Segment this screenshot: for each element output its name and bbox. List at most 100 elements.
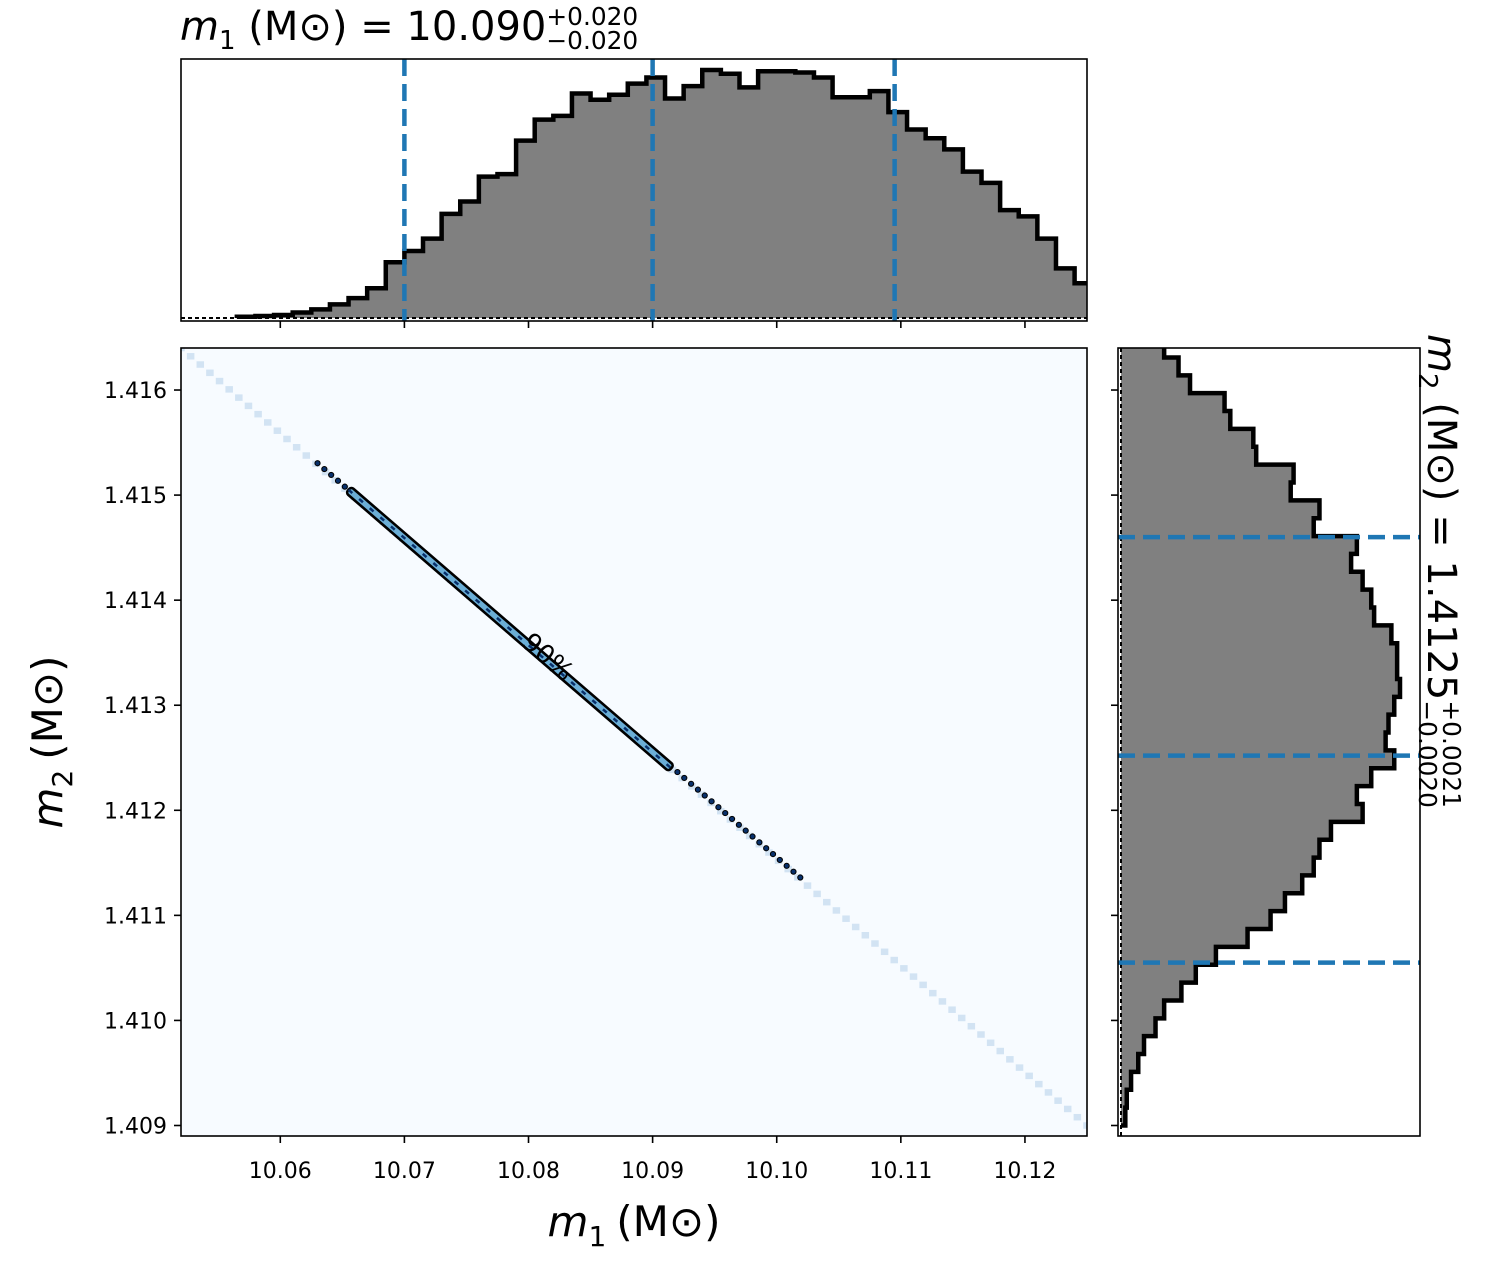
contour-blob: [674, 768, 681, 776]
histogram-bar: [1121, 768, 1372, 787]
histogram-bar: [646, 77, 666, 318]
marginal-m1-ticks: [279, 321, 1026, 328]
histogram-bar: [1121, 518, 1314, 537]
histogram-bar: [1121, 839, 1320, 859]
heatmap-cell: [668, 766, 677, 774]
heatmap-cell: [254, 410, 262, 418]
histogram-bar: [478, 176, 498, 318]
histogram-bar: [1121, 250, 1127, 268]
histogram-bar: [1121, 553, 1352, 573]
heatmap-cell: [880, 948, 889, 956]
histogram-bar: [404, 251, 424, 318]
histogram-bar: [311, 309, 331, 318]
heatmap-cell: [1015, 1064, 1024, 1071]
histogram-bar: [1121, 857, 1314, 876]
joint-y-axis: 1.409 1.410 1.411 1.412 1.413 1.414 1.415 1.416: [104, 379, 181, 1139]
histogram-bar: [832, 97, 852, 318]
histogram-bar: [1121, 929, 1248, 948]
heatmap-cell: [206, 369, 214, 377]
contour-blob: [722, 809, 729, 817]
heatmap-cell: [813, 890, 821, 898]
histogram-bar: [1121, 232, 1124, 250]
histogram-bar: [1121, 1000, 1165, 1019]
histogram-bar: [1018, 216, 1038, 318]
histogram-bar: [516, 140, 536, 318]
histogram-bar: [441, 213, 461, 318]
histogram-bar: [1112, 301, 1131, 318]
histogram-bar: [367, 288, 387, 318]
histogram-bar: [925, 138, 945, 318]
histogram-bar: [776, 71, 796, 319]
histogram-bar: [1121, 482, 1291, 501]
histogram-bar: [1121, 589, 1372, 609]
marginal-m2-panel: [1111, 232, 1421, 1137]
contour-blob: [341, 483, 348, 490]
marginal-m1-panel: [180, 58, 1205, 328]
histogram-bar: [1149, 312, 1168, 318]
heatmap-cell: [736, 824, 744, 831]
heatmap-cell: [996, 1047, 1005, 1055]
marginal-m2-histogram: [1120, 232, 1403, 1136]
histogram-bar: [1168, 315, 1187, 318]
contour-blob: [797, 874, 804, 881]
contour-90: [314, 460, 804, 881]
histogram-bar: [1121, 1018, 1156, 1037]
histogram-bar: [1121, 875, 1303, 894]
histogram-bar: [907, 129, 927, 318]
heatmap-cell: [986, 1039, 995, 1047]
histogram-bar: [627, 83, 647, 318]
x-tick-label: 10.07: [373, 1159, 436, 1184]
contour-blob: [328, 471, 335, 479]
histogram-bar: [534, 119, 554, 318]
m1-upper-err: +0.020: [546, 2, 639, 32]
contour-dots-inner: [347, 488, 673, 770]
histogram-bar: [869, 91, 889, 318]
histogram-bar: [1121, 322, 1156, 340]
histogram-bar: [1121, 750, 1395, 769]
contour-blob: [756, 839, 763, 846]
contour-blob: [321, 465, 328, 473]
contour-blob: [334, 477, 342, 484]
histogram-bar: [739, 87, 759, 318]
heatmap-cell: [823, 898, 831, 906]
y-tick-label: 1.413: [104, 694, 167, 719]
histogram-bar: [385, 262, 405, 318]
contour-blob: [701, 792, 708, 799]
histogram-bar: [1000, 210, 1020, 318]
histogram-bar: [1121, 714, 1389, 734]
histogram-bar: [1121, 536, 1357, 555]
y-tick-label: 1.415: [104, 484, 167, 509]
marginal-m1-quantile-lines: [402, 59, 897, 321]
marginal-m2-title: m2 (M⊙) = 1.4125 +0.0021 −0.0020: [1412, 334, 1466, 808]
heatmap-cell: [1083, 1122, 1087, 1129]
marginal-m1-frame: [180, 58, 1088, 322]
contour-blob: [735, 821, 742, 828]
histogram-bar: [1121, 696, 1395, 716]
y-tick-label: 1.410: [104, 1009, 167, 1034]
histogram-bar: [758, 71, 778, 319]
x-axis-label-var: m: [548, 1197, 589, 1246]
histogram-bar: [609, 94, 629, 318]
joint-x-axis: 10.06 10.07 10.08 10.09 10.10 10.11 10.12: [249, 1136, 1056, 1184]
marginal-m2-quantile-lines: [1118, 534, 1420, 965]
heatmap-cell: [1063, 1105, 1072, 1113]
heatmap-cell: [803, 882, 812, 889]
heatmap-cell: [225, 386, 233, 393]
heatmap-cell: [321, 468, 330, 476]
histogram-bar: [1186, 317, 1205, 318]
heatmap-cell: [890, 956, 898, 964]
contour-blob: [763, 845, 770, 852]
contour-blob: [769, 850, 777, 858]
histogram-bar: [1121, 464, 1294, 483]
y-tick-label: 1.416: [104, 379, 167, 404]
histogram-bar: [683, 86, 703, 319]
histogram-outline: [234, 67, 1087, 320]
heatmap-cell: [977, 1031, 985, 1038]
histogram-bar: [944, 149, 964, 318]
contour-blob: [742, 827, 749, 834]
histogram-bar: [1121, 732, 1386, 751]
marginal-m2-ticks: [1111, 389, 1118, 1127]
histogram-bar: [1121, 1071, 1132, 1091]
contour-blob: [728, 815, 736, 823]
